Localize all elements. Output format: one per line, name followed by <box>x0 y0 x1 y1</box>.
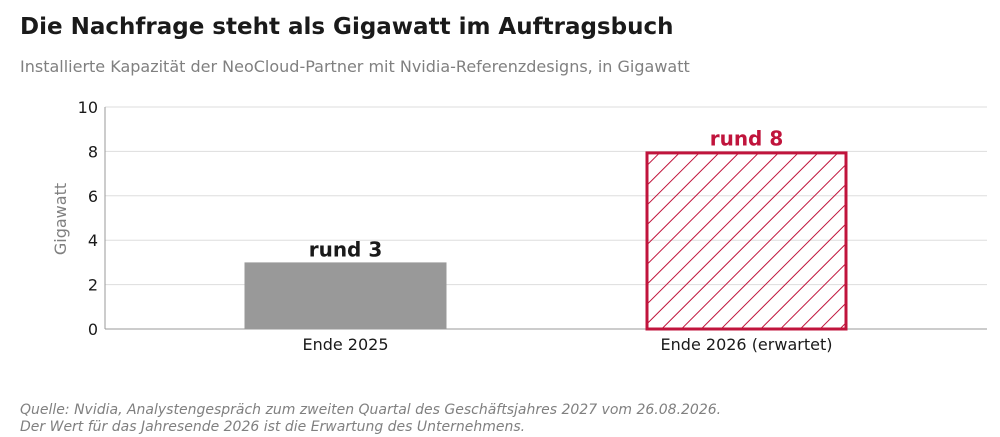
chart-title: Die Nachfrage steht als Gigawatt im Auft… <box>20 14 674 40</box>
bars <box>244 151 848 331</box>
y-tick-label: 10 <box>78 98 98 117</box>
x-tick-label: Ende 2025 <box>302 335 388 354</box>
y-axis-label: Gigawatt <box>51 183 70 255</box>
x-tick-label: Ende 2026 (erwartet) <box>661 335 833 354</box>
y-tick-label: 4 <box>88 231 98 250</box>
source-note-expectation: Der Wert für das Jahresende 2026 ist die… <box>20 419 526 435</box>
y-tick-label: 0 <box>88 320 98 339</box>
x-axis-labels: Ende 2025 Ende 2026 (erwartet) <box>302 335 832 354</box>
data-labels: rund 3 rund 8 <box>309 126 784 261</box>
data-label: rund 8 <box>710 126 784 150</box>
y-tick-label: 2 <box>88 276 98 295</box>
chart-subtitle: Installierte Kapazität der NeoCloud-Part… <box>20 57 690 76</box>
y-tick-label: 6 <box>88 187 98 206</box>
bar-actual <box>244 262 447 329</box>
bar-expected <box>645 151 848 331</box>
source-note: Quelle: Nvidia, Analystengespräch zum zw… <box>20 402 722 418</box>
data-label: rund 3 <box>309 237 383 261</box>
y-tick-label: 8 <box>88 142 98 161</box>
grid-lines <box>104 106 987 330</box>
y-axis-ticks: 0 2 4 6 8 10 <box>78 98 98 339</box>
